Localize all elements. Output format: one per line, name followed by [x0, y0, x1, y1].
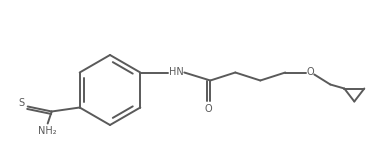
- Text: O: O: [306, 67, 314, 77]
- Text: O: O: [205, 103, 213, 114]
- Text: NH₂: NH₂: [38, 126, 57, 136]
- Text: HN: HN: [169, 67, 184, 77]
- Text: S: S: [18, 97, 25, 108]
